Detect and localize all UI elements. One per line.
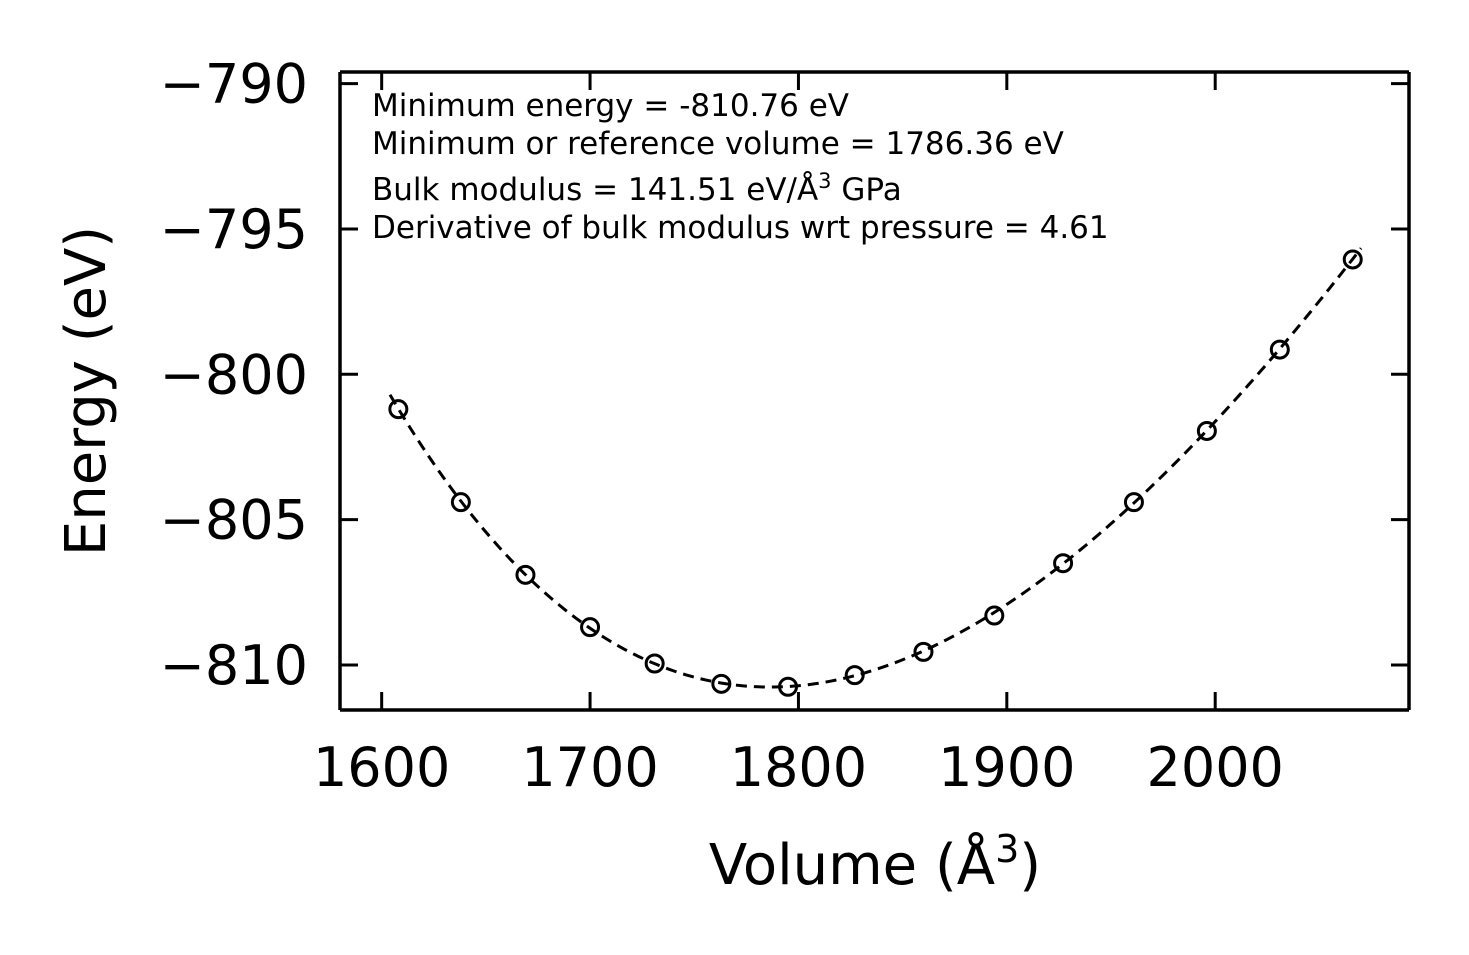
y-tick-label: −790 (160, 53, 308, 116)
data-point (984, 605, 1005, 626)
data-point (778, 676, 799, 697)
x-tick-label: 1800 (730, 736, 867, 799)
data-point (1053, 553, 1074, 574)
fit-parameters-annotation: Minimum energy = -810.76 eV Minimum or r… (372, 88, 1109, 246)
annotation-bulk-modulus: Bulk modulus = 141.51 eV/Å3 GPa (372, 169, 902, 208)
data-point (1123, 492, 1144, 513)
x-axis-ticks: 1600 1700 1800 1900 2000 (313, 72, 1284, 799)
x-tick-label: 1900 (938, 736, 1075, 799)
data-point (388, 399, 409, 420)
data-point (1342, 249, 1363, 270)
x-axis-label: Volume (Å3) (709, 827, 1041, 898)
data-point (913, 641, 934, 662)
y-tick-label: −800 (160, 343, 308, 406)
x-tick-label: 1600 (313, 736, 450, 799)
y-tick-label: −810 (160, 634, 308, 697)
data-point (1196, 420, 1217, 441)
annotation-ref-volume: Minimum or reference volume = 1786.36 eV (372, 126, 1064, 162)
y-axis-label: Energy (eV) (54, 226, 119, 556)
annotation-bulk-modulus-derivative: Derivative of bulk modulus wrt pressure … (372, 210, 1109, 246)
data-point (515, 564, 536, 585)
data-point (580, 617, 601, 638)
data-point (1269, 339, 1290, 360)
y-tick-label: −795 (160, 198, 308, 261)
data-point (844, 665, 865, 686)
plot-area (338, 70, 1411, 712)
data-point (450, 492, 471, 513)
annotation-min-energy: Minimum energy = -810.76 eV (372, 88, 849, 124)
data-point (711, 673, 732, 694)
x-tick-label: 1700 (521, 736, 658, 799)
fit-curve (388, 247, 1363, 689)
y-tick-label: −805 (160, 489, 308, 552)
y-axis-ticks: −790 −795 −800 −805 −810 (160, 53, 1409, 697)
data-points (388, 249, 1363, 697)
x-tick-label: 2000 (1146, 736, 1283, 799)
data-point (644, 653, 665, 674)
